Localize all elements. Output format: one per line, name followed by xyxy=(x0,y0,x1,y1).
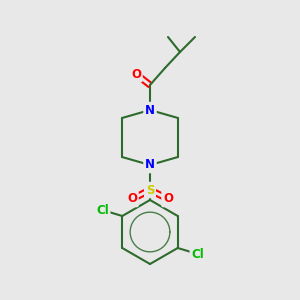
Text: O: O xyxy=(131,68,141,80)
Text: N: N xyxy=(145,103,155,116)
Text: S: S xyxy=(146,184,154,196)
Text: Cl: Cl xyxy=(96,203,109,217)
Text: O: O xyxy=(127,193,137,206)
Text: O: O xyxy=(163,193,173,206)
Text: N: N xyxy=(145,158,155,172)
Text: Cl: Cl xyxy=(191,248,204,260)
